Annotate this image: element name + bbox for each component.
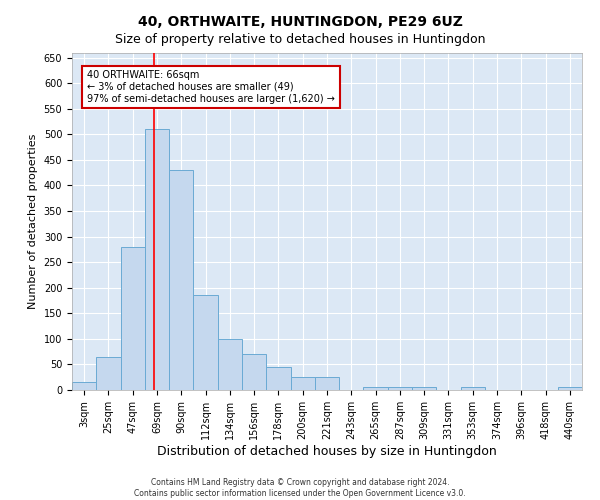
Bar xyxy=(315,377,339,390)
Bar xyxy=(145,129,169,390)
Bar xyxy=(388,388,412,390)
Bar xyxy=(193,296,218,390)
Text: 40 ORTHWAITE: 66sqm
← 3% of detached houses are smaller (49)
97% of semi-detache: 40 ORTHWAITE: 66sqm ← 3% of detached hou… xyxy=(87,70,335,104)
Text: 40, ORTHWAITE, HUNTINGDON, PE29 6UZ: 40, ORTHWAITE, HUNTINGDON, PE29 6UZ xyxy=(137,15,463,29)
Bar xyxy=(218,339,242,390)
Bar xyxy=(169,170,193,390)
Bar xyxy=(290,377,315,390)
Bar xyxy=(242,354,266,390)
Bar xyxy=(558,388,582,390)
Bar xyxy=(412,388,436,390)
X-axis label: Distribution of detached houses by size in Huntingdon: Distribution of detached houses by size … xyxy=(157,444,497,458)
Bar xyxy=(266,367,290,390)
Bar xyxy=(461,388,485,390)
Text: Contains HM Land Registry data © Crown copyright and database right 2024.
Contai: Contains HM Land Registry data © Crown c… xyxy=(134,478,466,498)
Bar xyxy=(96,357,121,390)
Bar xyxy=(364,388,388,390)
Bar xyxy=(121,247,145,390)
Text: Size of property relative to detached houses in Huntingdon: Size of property relative to detached ho… xyxy=(115,32,485,46)
Y-axis label: Number of detached properties: Number of detached properties xyxy=(28,134,38,309)
Bar xyxy=(72,382,96,390)
